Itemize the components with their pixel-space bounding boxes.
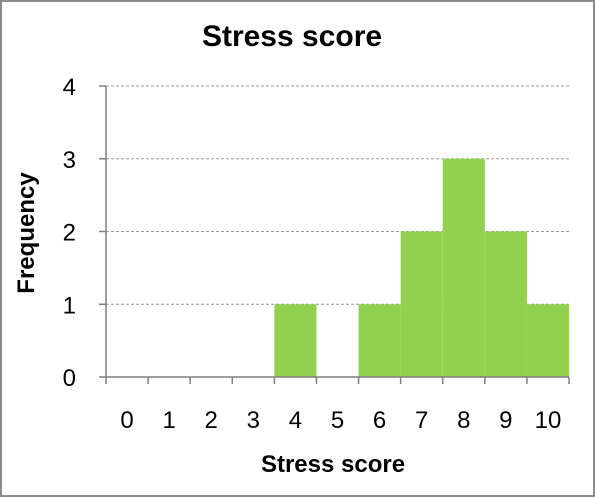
- y-tick-labels: 0 1 2 3 4: [63, 74, 76, 392]
- bar-4: [274, 304, 317, 377]
- x-tick-label-2: 2: [205, 407, 218, 434]
- x-tick-label-8: 8: [457, 407, 470, 434]
- axes: [99, 85, 570, 384]
- x-tick-label-6: 6: [373, 407, 386, 434]
- x-tick-label-1: 1: [162, 407, 175, 434]
- bar-8: [442, 158, 485, 377]
- bar-7: [400, 231, 443, 377]
- bar-6: [358, 304, 401, 377]
- y-tick-label-1: 1: [63, 292, 76, 319]
- bar-10: [526, 304, 569, 377]
- bars: [274, 158, 569, 377]
- x-tick-label-5: 5: [331, 407, 344, 434]
- x-tick-label-3: 3: [247, 407, 260, 434]
- y-tick-label-2: 2: [63, 220, 76, 247]
- x-tick-label-9: 9: [499, 407, 512, 434]
- x-tick-label-0: 0: [120, 407, 133, 434]
- x-tick-labels: 0 1 2 3 4 5 6 7 8 9 10: [120, 407, 561, 434]
- x-axis-label: Stress score: [261, 451, 405, 478]
- y-tick-label-0: 0: [63, 365, 76, 392]
- x-tick-label-7: 7: [415, 407, 428, 434]
- y-axis-label: Frequency: [13, 172, 40, 294]
- y-tick-label-4: 4: [63, 74, 76, 101]
- x-tick-label-10: 10: [535, 407, 562, 434]
- chart-title: Stress score: [202, 20, 382, 53]
- bar-9: [484, 231, 527, 377]
- y-tick-label-3: 3: [63, 147, 76, 174]
- x-tick-label-4: 4: [289, 407, 302, 434]
